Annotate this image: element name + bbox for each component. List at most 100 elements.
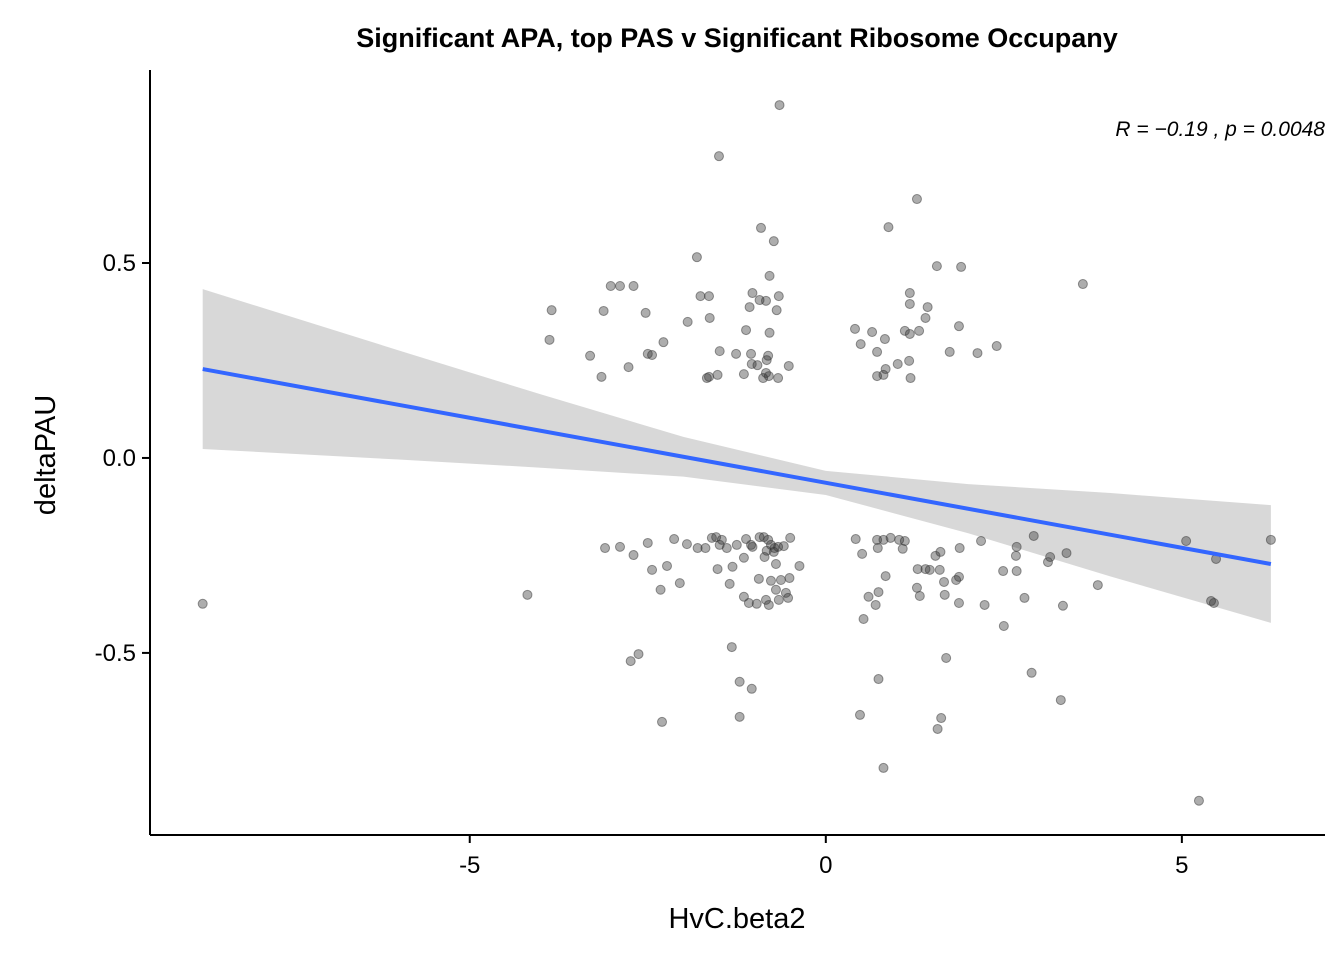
point bbox=[783, 360, 794, 371]
point bbox=[700, 543, 711, 554]
point bbox=[713, 151, 724, 162]
point bbox=[1092, 580, 1103, 591]
point bbox=[941, 652, 952, 663]
point bbox=[738, 552, 749, 563]
point bbox=[911, 194, 922, 205]
point bbox=[878, 762, 889, 773]
point bbox=[773, 373, 784, 384]
point bbox=[872, 346, 883, 357]
point bbox=[770, 559, 781, 570]
point bbox=[763, 534, 774, 545]
point bbox=[879, 334, 890, 345]
point bbox=[741, 325, 752, 336]
point bbox=[1055, 695, 1066, 706]
point bbox=[734, 676, 745, 687]
point bbox=[951, 575, 962, 585]
point bbox=[721, 543, 732, 554]
point bbox=[930, 550, 941, 561]
point bbox=[1011, 566, 1022, 577]
point bbox=[625, 656, 636, 667]
point bbox=[623, 362, 634, 373]
point bbox=[1010, 550, 1021, 561]
point bbox=[773, 291, 784, 302]
point bbox=[794, 560, 805, 571]
point bbox=[775, 575, 786, 585]
point bbox=[1011, 541, 1022, 552]
point bbox=[939, 589, 950, 600]
point bbox=[598, 305, 609, 316]
point bbox=[674, 578, 685, 589]
point bbox=[695, 291, 706, 302]
point bbox=[759, 551, 770, 562]
point bbox=[934, 564, 945, 575]
point bbox=[953, 598, 964, 609]
point bbox=[770, 584, 781, 595]
point bbox=[716, 534, 727, 545]
point bbox=[738, 369, 749, 380]
point bbox=[778, 541, 789, 552]
point bbox=[712, 564, 723, 575]
point bbox=[647, 350, 658, 361]
point bbox=[752, 360, 763, 371]
point bbox=[870, 599, 881, 610]
point bbox=[681, 539, 692, 550]
point bbox=[647, 564, 658, 575]
point bbox=[953, 321, 964, 332]
point bbox=[920, 312, 931, 323]
y-tick-label: 0.0 bbox=[103, 445, 136, 472]
point bbox=[904, 328, 915, 339]
point bbox=[904, 298, 915, 309]
point bbox=[628, 281, 639, 292]
point bbox=[1026, 667, 1037, 678]
point bbox=[914, 325, 925, 336]
point bbox=[753, 573, 764, 584]
point bbox=[863, 591, 874, 602]
point bbox=[850, 323, 860, 334]
point bbox=[1057, 600, 1068, 611]
point bbox=[642, 537, 653, 548]
point bbox=[1019, 592, 1030, 603]
point bbox=[746, 683, 757, 694]
point bbox=[1208, 598, 1219, 609]
point bbox=[892, 358, 903, 369]
point bbox=[953, 571, 964, 582]
point bbox=[780, 587, 791, 598]
point bbox=[761, 545, 772, 556]
point bbox=[712, 369, 723, 380]
annotation: R = −0.19 , p = 0.0048 bbox=[1115, 118, 1325, 141]
point bbox=[1181, 536, 1192, 547]
y-tick-label: -0.5 bbox=[95, 640, 136, 667]
point bbox=[991, 341, 1002, 352]
point bbox=[724, 578, 735, 589]
point bbox=[855, 339, 866, 350]
point bbox=[734, 711, 745, 722]
point bbox=[744, 302, 755, 313]
x-tick-label: -5 bbox=[459, 852, 480, 879]
point bbox=[979, 599, 990, 610]
x-axis-label: HvC.beta2 bbox=[668, 903, 805, 935]
point bbox=[939, 576, 950, 587]
point bbox=[873, 674, 884, 685]
point bbox=[883, 222, 894, 233]
point bbox=[1028, 530, 1039, 541]
point bbox=[760, 367, 771, 378]
point bbox=[761, 355, 772, 366]
point bbox=[731, 348, 742, 359]
point bbox=[658, 337, 669, 348]
point bbox=[727, 561, 738, 572]
point bbox=[976, 536, 987, 547]
point bbox=[936, 713, 947, 724]
point bbox=[880, 364, 891, 375]
point bbox=[1077, 279, 1088, 290]
point bbox=[904, 355, 915, 366]
point bbox=[935, 546, 946, 557]
point bbox=[731, 539, 742, 550]
point bbox=[880, 571, 891, 582]
point bbox=[714, 346, 725, 357]
point bbox=[747, 288, 758, 299]
point bbox=[596, 371, 607, 382]
point bbox=[878, 369, 889, 380]
point bbox=[765, 575, 776, 586]
point bbox=[615, 281, 625, 292]
